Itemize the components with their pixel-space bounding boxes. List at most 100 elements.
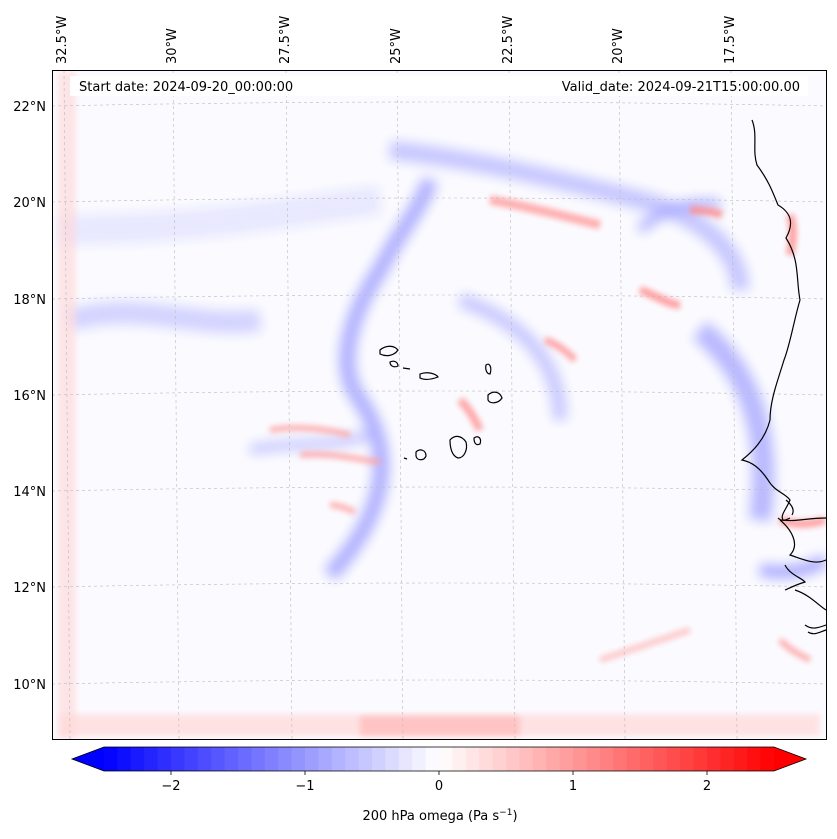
latitude-gridline xyxy=(52,101,827,107)
longitude-gridline xyxy=(172,70,180,740)
longitude-gridline xyxy=(730,70,738,740)
colorbar-segment xyxy=(747,747,762,771)
longitude-gridline xyxy=(618,70,626,740)
colorbar-segment xyxy=(532,747,547,771)
colorbar-segment xyxy=(372,747,386,771)
colorbar-segment xyxy=(412,747,427,771)
colorbar-segment xyxy=(171,747,185,771)
colorbar-tick-label: 1 xyxy=(569,779,577,794)
ascent-regions xyxy=(269,195,827,663)
colorbar-segment xyxy=(385,747,400,771)
colorbar-segment xyxy=(144,747,159,771)
colorbar-segment xyxy=(278,747,293,771)
colorbar-segment xyxy=(425,747,440,771)
colorbar-segments xyxy=(104,747,775,771)
colorbar-segment xyxy=(626,747,641,771)
colorbar: −2 −1 0 1 2 200 hPa omega (Pa s−1) xyxy=(70,746,808,824)
colorbar-tick-label: −2 xyxy=(161,779,180,794)
colorbar-segment xyxy=(197,747,212,771)
longitude-gridline xyxy=(396,70,404,740)
colorbar-segment xyxy=(680,747,695,771)
left-edge-band xyxy=(58,72,76,738)
colorbar-segment xyxy=(693,747,708,771)
lat-tick-label: 12°N xyxy=(13,581,46,596)
lon-tick-label: 27.5°W xyxy=(278,16,293,64)
map-frame xyxy=(52,70,827,740)
start-date-label: Start date: 2024-09-20_00:00:00 xyxy=(79,80,293,95)
longitude-gridline xyxy=(63,70,71,740)
colorbar-segment xyxy=(546,747,561,771)
colorbar-segment xyxy=(599,747,614,771)
lat-tick-label: 10°N xyxy=(13,678,46,693)
colorbar-segment xyxy=(211,747,226,771)
colorbar-segment xyxy=(157,747,172,771)
lon-tick-label: 17.5°W xyxy=(723,16,738,64)
colorbar-segment xyxy=(465,747,480,771)
colorbar-segment xyxy=(492,747,507,771)
colorbar-segment xyxy=(720,747,735,771)
colorbar-segment xyxy=(640,747,654,771)
colorbar-tick-label: 0 xyxy=(435,779,443,794)
colorbar-min-extend xyxy=(72,747,104,771)
colorbar-segment xyxy=(506,747,520,771)
colorbar-segment xyxy=(452,747,467,771)
colorbar-segment xyxy=(707,747,721,771)
colorbar-segment xyxy=(559,747,574,771)
colorbar-segment xyxy=(760,747,775,771)
latitude-gridline xyxy=(52,294,827,300)
latitude-ticks: 22°N 20°N 18°N 16°N 14°N 12°N 10°N xyxy=(13,100,46,693)
colorbar-segment xyxy=(224,747,239,771)
colorbar-outline xyxy=(70,746,808,772)
omega-field xyxy=(52,70,827,740)
lon-tick-label: 32.5°W xyxy=(55,16,70,64)
colorbar-tick-label: 2 xyxy=(703,779,711,794)
colorbar-segment xyxy=(184,747,199,771)
colorbar-segment xyxy=(117,747,132,771)
latitude-gridline xyxy=(52,679,827,685)
colorbar-segment xyxy=(130,747,145,771)
latitude-gridline xyxy=(52,486,827,492)
colorbar-segment xyxy=(358,747,373,771)
valid-date-label: Valid_date: 2024-09-21T15:00:00.00 xyxy=(562,80,800,95)
colorbar-segment xyxy=(733,747,748,771)
colorbar-segment xyxy=(666,747,681,771)
lat-tick-label: 16°N xyxy=(13,389,46,404)
colorbar-segment xyxy=(305,747,319,771)
lon-tick-label: 20°W xyxy=(611,28,626,64)
colorbar-segment xyxy=(398,747,413,771)
colorbar-segment xyxy=(104,747,118,771)
lon-tick-label: 22.5°W xyxy=(501,16,516,64)
colorbar-segment xyxy=(291,747,306,771)
colorbar-segment xyxy=(586,747,601,771)
info-bar xyxy=(70,76,808,96)
colorbar-segment xyxy=(318,747,333,771)
colorbar-segment xyxy=(238,747,252,771)
colorbar-segment xyxy=(613,747,628,771)
longitude-ticks: 32.5°W 30°W 27.5°W 25°W 22.5°W 20°W 17.5… xyxy=(55,16,738,64)
colorbar-max-extend xyxy=(774,747,806,771)
colorbar-segment xyxy=(251,747,266,771)
colorbar-segment xyxy=(331,747,346,771)
longitude-gridline xyxy=(508,70,516,740)
map-gridlines xyxy=(52,70,827,740)
coastlines xyxy=(379,119,827,635)
lon-tick-label: 30°W xyxy=(165,28,180,64)
lat-tick-label: 18°N xyxy=(13,293,46,308)
colorbar-segment xyxy=(573,747,587,771)
colorbar-segment xyxy=(519,747,534,771)
colorbar-segment xyxy=(439,747,453,771)
latitude-gridline xyxy=(52,582,827,588)
lat-tick-label: 22°N xyxy=(13,100,46,115)
lat-tick-label: 20°N xyxy=(13,196,46,211)
colorbar-tick-label: −1 xyxy=(295,779,314,794)
latitude-gridline xyxy=(52,390,827,396)
colorbar-ticks: −2 −1 0 1 2 xyxy=(161,771,711,794)
colorbar-segment xyxy=(345,747,360,771)
colorbar-segment xyxy=(479,747,494,771)
latitude-gridline xyxy=(52,197,827,203)
lon-tick-label: 25°W xyxy=(389,28,404,64)
colorbar-segment xyxy=(264,747,279,771)
colorbar-label: 200 hPa omega (Pa s−1) xyxy=(362,808,517,824)
longitude-gridline xyxy=(285,70,293,740)
